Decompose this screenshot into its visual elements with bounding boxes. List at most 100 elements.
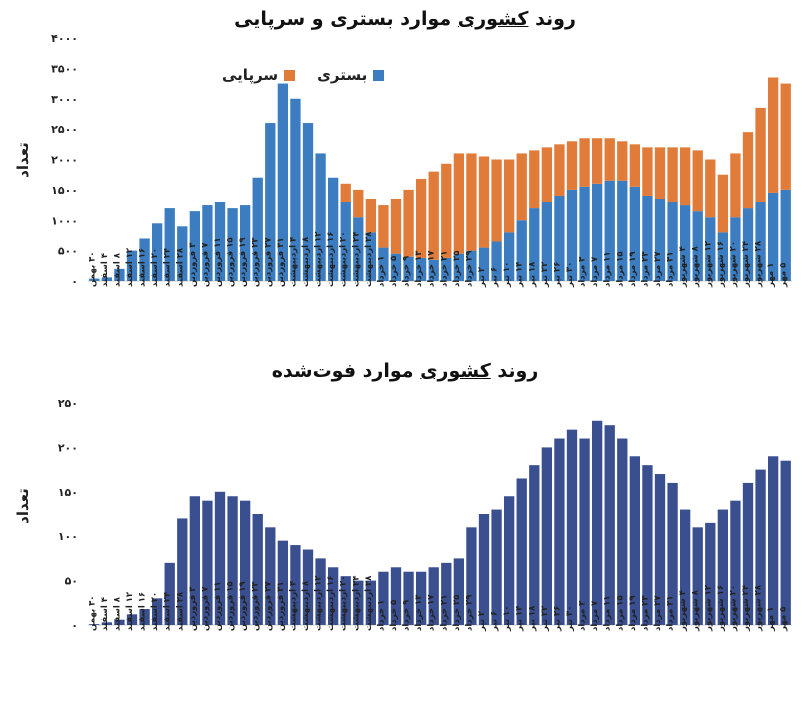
bar-series-1 (415, 257, 427, 281)
x-tick-label: ۶ تیر (490, 611, 500, 632)
bar-series-2 (415, 178, 427, 258)
bar-series-2 (541, 147, 553, 203)
bar-series-1 (151, 598, 163, 625)
bar-series-1 (478, 514, 490, 625)
x-tick-label: ۳۰ بهمن (87, 251, 97, 287)
bar-series-1 (239, 500, 251, 625)
bar-series-1 (780, 189, 791, 282)
x-tick-label: ۱۹ مرداد (628, 595, 638, 631)
y-tick-label: ۰ (71, 619, 78, 632)
bar-series-1 (541, 447, 553, 625)
x-tick-label: ۳۱ مرداد (666, 251, 676, 287)
bar-series-1 (89, 278, 100, 281)
legend-label-hospitalized: بستری (317, 66, 368, 84)
x-tick-label: ۲۴ شهریور (741, 241, 751, 288)
x-tick-label: ۲۴ اردیبهشت (351, 232, 361, 287)
x-tick-label: ۱۶ شهریور (716, 241, 726, 288)
y-tick-label: ۲۵۰ (58, 397, 78, 410)
legend-swatch-outpatient (284, 69, 296, 81)
bar-series-1 (277, 540, 289, 625)
x-tick-label: ۲۷ فروردین (263, 581, 273, 631)
x-tick-label: ۷ مرداد (590, 256, 600, 287)
x-tick-label: ۱۲ اسفند (125, 247, 135, 287)
bar-series-1 (755, 469, 766, 625)
x-tick-label: ۳۰ بهمن (87, 595, 97, 631)
x-tick-label: ۱۱ مرداد (603, 595, 613, 631)
x-tick-label: ۹ خرداد (402, 599, 412, 631)
x-tick-label: ۴ اسفند (100, 597, 110, 631)
x-tick-label: ۱۷ خرداد (427, 594, 437, 631)
x-tick-label: ۲۱ خرداد (439, 251, 449, 287)
bar-series-1 (453, 253, 465, 281)
x-tick-label: ۱۱ فروردین (213, 581, 223, 631)
x-tick-label: ۲ تیر (477, 266, 487, 288)
bar-series-2 (591, 138, 603, 184)
chart-title: روند کشوری موارد فوت‌شده (271, 360, 539, 382)
bar-series-1 (126, 614, 138, 625)
legend-swatch-hospitalized (373, 69, 385, 81)
x-tick-label: ۱۷ خرداد (427, 250, 437, 287)
x-tick-label: ۳ فروردین (188, 242, 198, 287)
x-tick-label: ۳ فروردین (188, 586, 198, 631)
x-tick-label: ۷ مرداد (590, 600, 600, 631)
x-tick-label: ۱۶ اسفند (138, 248, 148, 287)
x-tick-label: ۱۸ تیر (527, 605, 537, 632)
bar-series-1 (164, 208, 175, 281)
bar-series-1 (529, 208, 540, 281)
x-tick-label: ۸ شهریور (691, 245, 701, 288)
bar-series-1 (692, 527, 703, 625)
bar-series-1 (654, 198, 666, 281)
bar-series-1 (390, 567, 402, 625)
x-tick-label: ۲۸ اسفند (175, 591, 185, 631)
x-tick-label: ۲۶ تیر (552, 606, 562, 632)
bar-series-1 (164, 562, 175, 625)
bar-series-2 (629, 144, 641, 187)
bar-series-1 (239, 205, 251, 281)
bar-series-1 (327, 567, 339, 625)
bar-series-2 (755, 107, 766, 203)
y-tick-label: ۰ (71, 275, 78, 288)
x-tick-label: ۲۳ مرداد (640, 595, 650, 631)
y-tick-label: ۲۰۰ (58, 441, 78, 454)
bar-series-1 (139, 238, 150, 281)
bar-series-2 (340, 183, 351, 203)
bar-series-1 (466, 527, 477, 625)
bar-series-2 (554, 144, 565, 196)
bar-series-1 (503, 232, 515, 281)
x-tick-label: ۱۵ فروردین (226, 581, 236, 631)
bar-series-1 (730, 217, 741, 281)
bar-series-1 (667, 482, 678, 625)
bar-series-2 (767, 77, 779, 193)
bar-series-1 (629, 186, 641, 281)
bar-series-1 (114, 619, 125, 625)
x-tick-label: ۷ فروردین (200, 242, 210, 287)
x-tick-label: ۲۰ شهریور (728, 585, 738, 632)
x-tick-label: ۳ مرداد (578, 600, 588, 631)
bar-series-2 (441, 163, 452, 258)
bar-series-1 (202, 500, 213, 625)
x-tick-label: ۳۱ فروردین (276, 581, 286, 631)
bar-series-2 (566, 141, 578, 190)
bar-series-1 (265, 527, 276, 625)
bar-series-1 (453, 558, 465, 625)
bar-series-1 (340, 576, 351, 625)
bar-series-2 (679, 147, 691, 206)
x-tick-label: ۶ تیر (490, 267, 500, 288)
bar-series-1 (290, 545, 301, 625)
x-tick-label: ۱۲ اردیبهشت (314, 231, 324, 287)
x-tick-label: ۸ شهریور (691, 589, 701, 632)
x-tick-label: ۱ مهر (766, 607, 776, 632)
bar-series-1 (428, 567, 439, 625)
bar-series-2 (642, 147, 653, 196)
bar-series-1 (478, 247, 490, 281)
y-tick-label: ۲۰۰۰ (51, 154, 78, 167)
bar-series-2 (390, 198, 402, 254)
chart-hospitalized-outpatient: روند کشوری موارد بستری و سرپایی بستری سر… (0, 0, 810, 350)
bar-series-1 (579, 186, 590, 281)
bar-series-1 (290, 98, 301, 281)
bar-series-2 (491, 159, 502, 242)
bar-series-1 (503, 496, 515, 625)
bar-series-1 (654, 474, 666, 625)
bar-series-1 (151, 223, 163, 281)
